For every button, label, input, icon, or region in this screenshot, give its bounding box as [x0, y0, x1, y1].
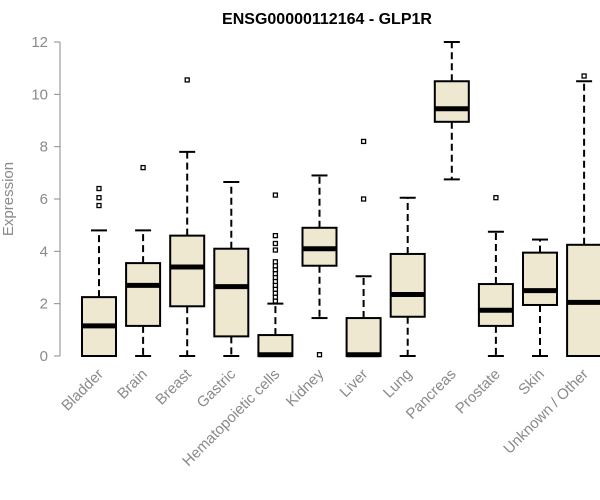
box-iqr	[345, 317, 382, 357]
box-pancreas	[433, 41, 470, 181]
y-axis: 0 2 4 6 8 10 12	[31, 34, 61, 365]
y-tick-label: 6	[40, 191, 48, 208]
box-brain	[125, 164, 162, 357]
box-skin	[522, 238, 558, 357]
box-prostate	[477, 195, 514, 357]
chart-title: ENSG00000112164 - GLP1R	[222, 11, 432, 28]
box-iqr	[389, 252, 426, 318]
box-gastric	[213, 180, 250, 357]
box-iqr	[125, 262, 162, 327]
outlier-point	[184, 77, 190, 83]
category-label: Bladder	[58, 366, 107, 415]
outlier-point	[272, 259, 279, 265]
outlier-point	[96, 185, 102, 192]
category-label: Prostate	[452, 366, 504, 418]
outlier-point	[316, 352, 323, 358]
boxes-layer	[81, 41, 600, 358]
category-label: Breast	[152, 365, 195, 408]
box-iqr	[213, 247, 250, 338]
box-unknown-other	[566, 73, 600, 358]
outlier-point	[140, 164, 146, 171]
box-liver	[345, 138, 382, 358]
outlier-point	[360, 196, 367, 202]
y-tick-label: 2	[40, 296, 48, 313]
category-label: Liver	[336, 366, 371, 401]
y-tick-label: 4	[40, 243, 48, 260]
y-tick-label: 0	[40, 348, 48, 365]
outlier-point	[96, 202, 102, 209]
y-tick-label: 10	[31, 86, 48, 103]
category-label: Lung	[380, 366, 416, 402]
box-breast	[169, 77, 206, 357]
y-tick-label: 12	[31, 34, 48, 51]
box-bladder	[81, 185, 117, 357]
outlier-point	[272, 192, 279, 198]
outlier-point	[96, 195, 102, 201]
y-axis-label: Expression	[0, 162, 17, 236]
outlier-point	[272, 240, 279, 247]
category-label: Unknown / Other	[500, 366, 592, 458]
box-lung	[389, 196, 426, 357]
box-kidney	[301, 174, 338, 358]
outlier-point	[493, 195, 499, 201]
box-iqr	[477, 283, 514, 327]
box-iqr	[169, 234, 206, 308]
category-label: Brain	[114, 366, 151, 403]
outlier-point	[360, 138, 367, 145]
box-hematopoietic-cells	[257, 192, 294, 358]
category-label: Skin	[515, 366, 548, 399]
box-iqr	[433, 80, 470, 123]
box-iqr	[522, 251, 558, 306]
outlier-point	[272, 247, 279, 253]
y-tick-label: 8	[40, 139, 48, 156]
outlier-point	[581, 73, 587, 79]
category-label: Kidney	[283, 365, 328, 410]
outlier-point	[272, 232, 279, 239]
